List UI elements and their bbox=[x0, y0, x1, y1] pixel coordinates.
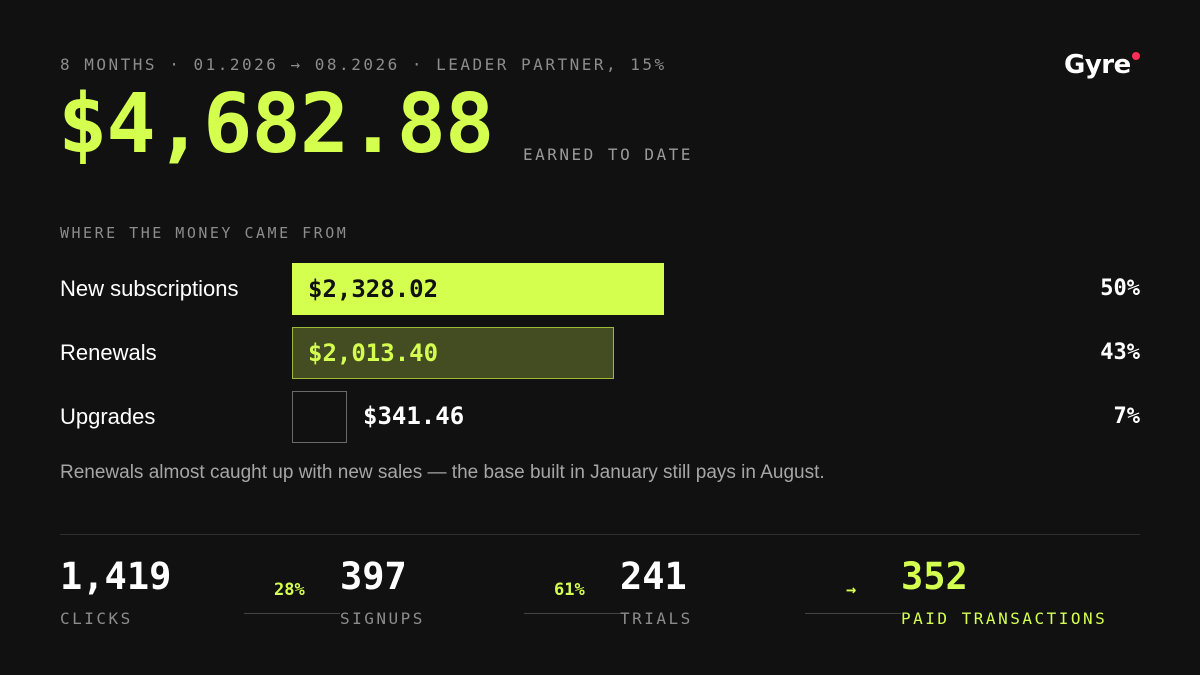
row-label-new-subscriptions: New subscriptions bbox=[60, 276, 239, 301]
row-label-renewals: Renewals bbox=[60, 340, 157, 365]
bar-value-new-subscriptions: $2,328.02 bbox=[308, 275, 439, 303]
brand-logo: Gyre bbox=[1064, 50, 1131, 80]
section-divider bbox=[60, 534, 1140, 535]
conversion-signups-trials: 61% bbox=[554, 580, 585, 600]
brand-dot-icon bbox=[1132, 52, 1140, 60]
funnel-paid-label: PAID TRANSACTIONS bbox=[901, 609, 1108, 628]
conversion-line-3 bbox=[805, 613, 901, 614]
pct-upgrades: 7% bbox=[1113, 404, 1141, 429]
arrow-right-icon: → bbox=[846, 580, 857, 600]
header-meta: 8 MONTHS · 01.2026 → 08.2026 · LEADER PA… bbox=[60, 55, 667, 74]
bar-new-subscriptions: $2,328.02 bbox=[292, 263, 664, 315]
row-label-upgrades: Upgrades bbox=[60, 404, 156, 429]
funnel-clicks-value: 1,419 bbox=[60, 555, 172, 598]
breakdown-note: Renewals almost caught up with new sales… bbox=[60, 462, 825, 483]
breakdown-title: WHERE THE MONEY CAME FROM bbox=[60, 224, 349, 242]
conversion-clicks-signups: 28% bbox=[274, 580, 305, 600]
earned-caption: EARNED TO DATE bbox=[523, 145, 693, 164]
earned-amount: $4,682.88 bbox=[58, 77, 494, 172]
bar-renewals: $2,013.40 bbox=[292, 327, 614, 379]
pct-renewals: 43% bbox=[1100, 340, 1140, 365]
conversion-line-1 bbox=[244, 613, 340, 614]
funnel-trials-label: TRIALS bbox=[620, 609, 693, 628]
funnel-signups-label: SIGNUPS bbox=[340, 609, 425, 628]
conversion-line-2 bbox=[524, 613, 620, 614]
funnel-paid-value: 352 bbox=[901, 555, 968, 598]
bar-value-upgrades: $341.46 bbox=[363, 402, 465, 430]
pct-new-subscriptions: 50% bbox=[1100, 276, 1140, 301]
funnel-signups-value: 397 bbox=[340, 555, 407, 598]
funnel-clicks-label: CLICKS bbox=[60, 609, 133, 628]
bar-value-renewals: $2,013.40 bbox=[308, 339, 439, 367]
bar-upgrades bbox=[292, 391, 347, 443]
funnel-trials-value: 241 bbox=[620, 555, 687, 598]
